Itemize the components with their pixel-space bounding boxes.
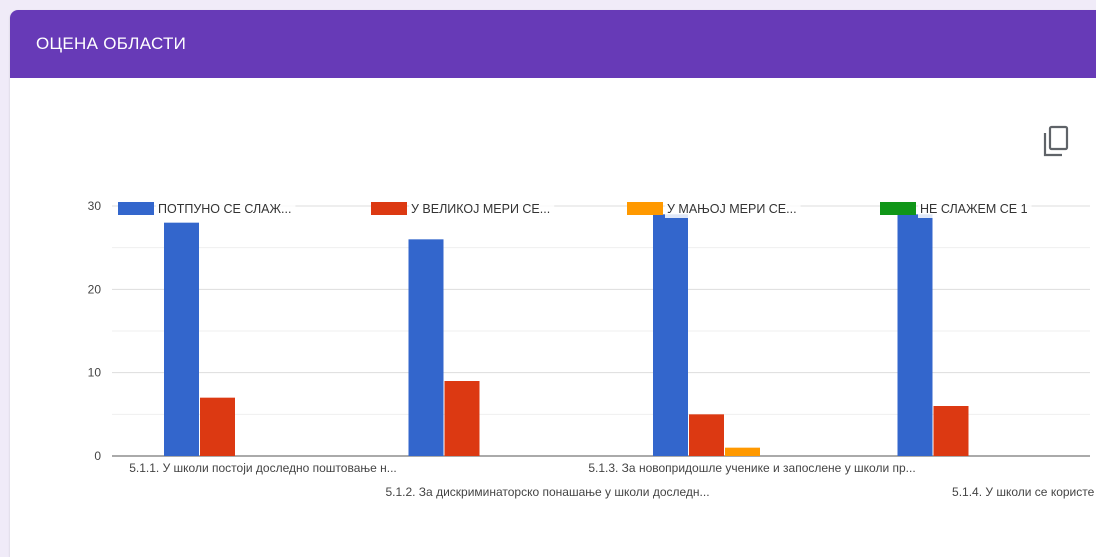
category-label-3: 5.1.3. За новопридошле ученике и запосле… [588, 461, 915, 475]
y-tick-label: 0 [94, 449, 101, 463]
card-header: ОЦЕНА ОБЛАСТИ [10, 10, 1096, 78]
category-label-4: 5.1.4. У школи се користе ра... [952, 485, 1096, 499]
y-tick-label: 10 [88, 366, 102, 380]
bar-1-1 [164, 222, 199, 456]
bar-2-1 [200, 397, 235, 456]
section-title: ОЦЕНА ОБЛАСТИ [36, 34, 187, 53]
category-label-2: 5.1.2. За дискриминаторско понашање у шк… [385, 485, 709, 499]
legend-swatch-4 [880, 202, 916, 215]
bar-2-2 [444, 381, 480, 456]
bar-2-4 [933, 406, 969, 456]
copy-icon[interactable] [1040, 124, 1072, 160]
legend-label-bg [409, 200, 555, 218]
bar-1-3 [653, 214, 688, 456]
y-tick-label: 20 [88, 282, 102, 296]
category-label-1: 5.1.1. У школи постоји доследно поштовањ… [129, 461, 397, 475]
legend-label-bg [918, 200, 1032, 218]
bar-1-2 [408, 239, 444, 456]
bar-1-4 [897, 214, 933, 456]
legend-label-4: НЕ СЛАЖЕМ СЕ 1 [920, 202, 1028, 216]
legend-swatch-1 [118, 202, 154, 215]
legend-label-bg [156, 200, 296, 218]
bar-3-3 [725, 447, 760, 456]
legend-label-bg [665, 200, 801, 218]
legend-swatch-3 [627, 202, 663, 215]
bar-2-3 [689, 414, 724, 456]
legend-label-1: ПОТПУНО СЕ СЛАЖ... [158, 202, 291, 216]
legend-label-3: У МАЊОЈ МЕРИ СЕ... [667, 202, 797, 216]
legend-label-2: У ВЕЛИКОЈ МЕРИ СЕ... [411, 202, 550, 216]
legend-swatch-2 [371, 202, 407, 215]
y-tick-label: 30 [88, 199, 102, 213]
